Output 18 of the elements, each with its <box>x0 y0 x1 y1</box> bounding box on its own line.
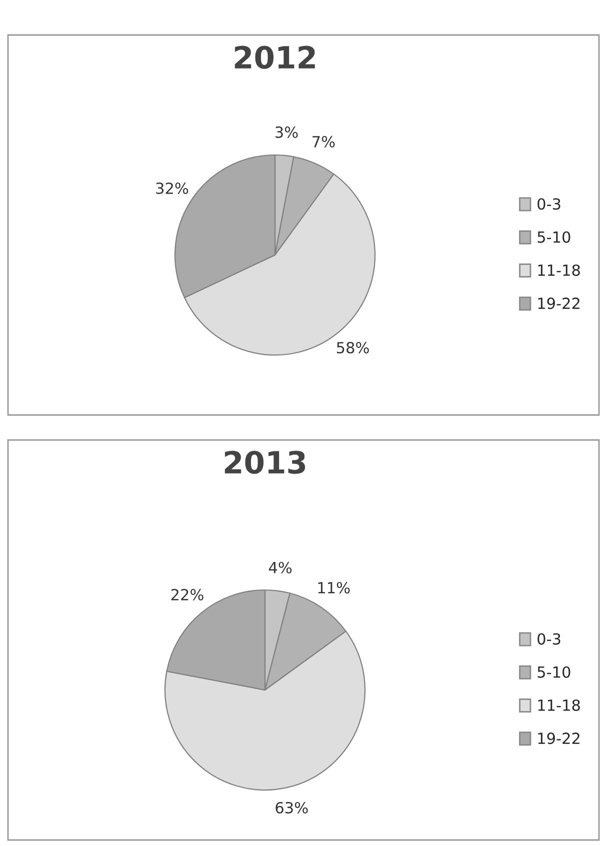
data-label: 4% <box>268 562 292 574</box>
data-label: 58% <box>336 342 369 354</box>
data-label: 63% <box>276 802 308 814</box>
legend-label: 19-22 <box>538 732 580 744</box>
data-label: 11% <box>318 582 350 594</box>
legend-label: 0-3 <box>538 633 560 645</box>
chart-title: 2012 <box>234 46 315 69</box>
legend-label: 5-10 <box>538 231 570 243</box>
data-label: 7% <box>312 136 335 148</box>
legend-label: 0-3 <box>538 198 560 210</box>
legend-label: 19-22 <box>538 298 580 310</box>
legend-label: 11-18 <box>538 264 580 276</box>
chart-title: 2013 <box>224 450 306 474</box>
data-label: 3% <box>276 126 298 138</box>
legend-label: 5-10 <box>538 666 570 678</box>
data-label: 22% <box>171 588 204 600</box>
data-label: 32% <box>156 182 188 194</box>
legend-label: 11-18 <box>538 699 580 711</box>
